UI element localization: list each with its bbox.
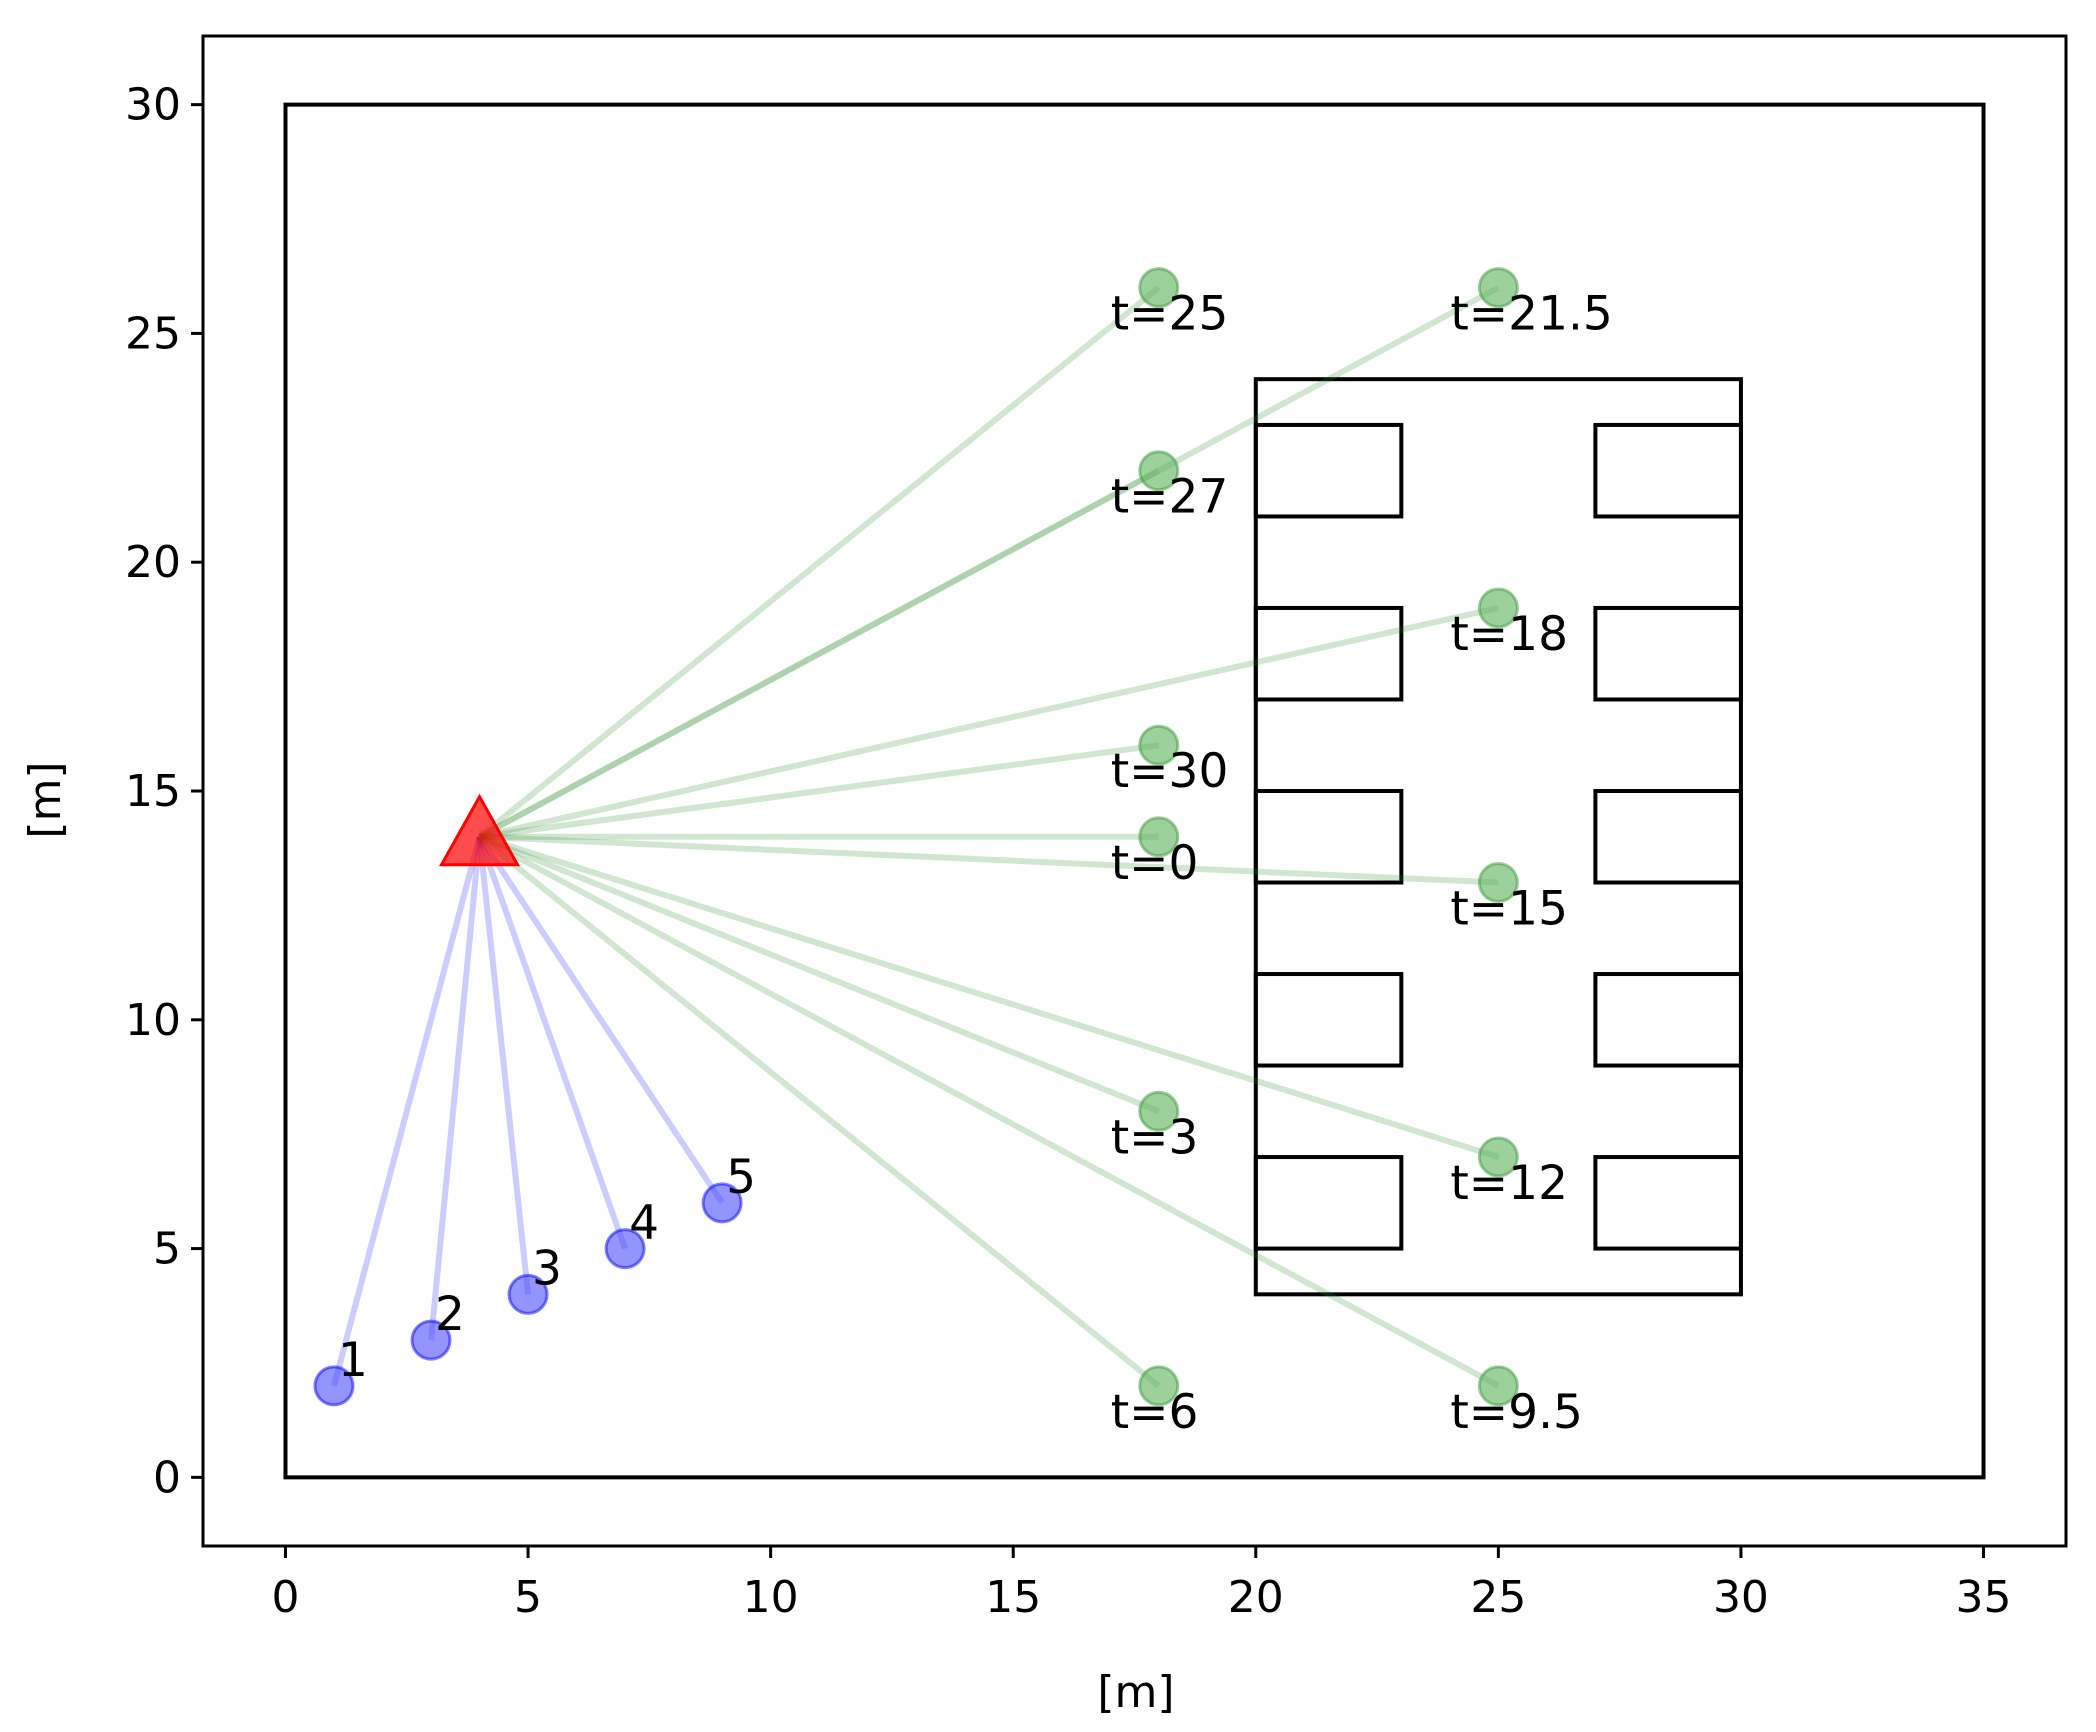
y-tick-label-30: 30 [125,80,181,131]
agent-point-2 [410,1319,452,1361]
agent-point-1 [313,1365,355,1407]
wall-rect-5 [1253,972,1404,1068]
target-link-7 [478,285,1500,840]
y-axis-label: [m] [20,761,71,838]
target-point-8 [1138,267,1180,309]
target-point-1 [1138,1090,1180,1132]
agent-point-5 [701,1182,743,1224]
target-label-5: t=15 [1450,882,1568,937]
target-link-2 [477,834,1161,1389]
y-tick-label-10: 10 [125,995,181,1046]
y-tick-label-5: 5 [153,1224,181,1275]
wall-rect-8 [1593,605,1743,702]
points-layer [313,267,1519,1407]
wall-rect-2 [1253,422,1404,519]
target-link-9 [478,468,1161,840]
x-tick-label-10: 10 [743,1572,799,1623]
target-point-6 [1477,587,1519,629]
x-tick-label-0: 0 [271,1572,299,1623]
y-tick-label-20: 20 [125,537,181,588]
agent-link-5 [477,835,725,1205]
wall-rect-6 [1253,1155,1404,1251]
target-label-4: t=12 [1450,1156,1568,1211]
x-tick-label-35: 35 [1956,1572,2012,1623]
target-point-5 [1477,862,1519,904]
agent-label-2: 2 [435,1287,465,1342]
target-label-10: t=30 [1111,744,1229,799]
labels-layer: 1 2 3 4 5 t=0 t=3 t=6 t=9.5 t=12 t=15 t=18 t=21.5 t=2… [338,287,1613,1440]
target-point-0 [1138,816,1180,858]
wall-rect-10 [1593,972,1743,1068]
x-axis-label: [m] [1097,1667,1174,1718]
wall-rect-4 [1253,789,1404,885]
target-label-6: t=18 [1450,607,1568,662]
agent-point-3 [507,1273,549,1315]
x-tick-label-5: 5 [514,1572,542,1623]
wall-rect-3 [1253,605,1404,702]
target-label-0: t=0 [1111,836,1199,891]
x-tick-label-30: 30 [1713,1572,1769,1623]
x-tick-label-15: 15 [985,1572,1041,1623]
y-tick-label-0: 0 [153,1452,181,1503]
target-link-3 [478,834,1500,1389]
y-tick-label-15: 15 [125,766,181,817]
target-point-3 [1477,1365,1519,1407]
target-label-2: t=6 [1111,1385,1199,1440]
walls-layer [283,102,1986,1480]
x-tick-label-25: 25 [1470,1572,1526,1623]
target-point-9 [1138,450,1180,492]
links-layer [331,285,1500,1389]
target-point-2 [1138,1365,1180,1407]
target-link-5 [479,833,1499,886]
agent-link-3 [476,836,532,1295]
agent-label-4: 4 [629,1196,659,1251]
agent-label-1: 1 [338,1333,368,1388]
anchor-triangle [438,793,521,867]
wall-rect-9 [1593,789,1743,885]
y-tick-label-25: 25 [125,308,181,359]
target-label-7: t=21.5 [1450,287,1612,342]
target-point-10 [1138,724,1180,766]
target-point-7 [1477,267,1519,309]
target-link-8 [477,285,1161,840]
target-link-6 [478,605,1500,840]
target-link-1 [478,833,1160,1115]
target-point-4 [1477,1136,1519,1178]
agent-point-4 [604,1228,646,1270]
agent-label-5: 5 [726,1150,756,1205]
target-label-1: t=3 [1111,1110,1199,1165]
agent-link-4 [476,835,628,1250]
x-tick-label-20: 20 [1228,1572,1284,1623]
target-label-8: t=25 [1111,287,1229,342]
target-link-10 [479,742,1160,840]
wall-rect-0 [283,102,1986,1480]
target-label-9: t=27 [1111,470,1229,525]
target-link-4 [478,833,1500,1160]
wall-rect-11 [1593,1155,1743,1251]
agent-link-1 [331,835,483,1387]
agent-label-3: 3 [532,1241,562,1296]
wall-rect-7 [1593,422,1743,519]
agent-link-2 [428,836,483,1341]
target-label-3: t=9.5 [1450,1385,1583,1440]
